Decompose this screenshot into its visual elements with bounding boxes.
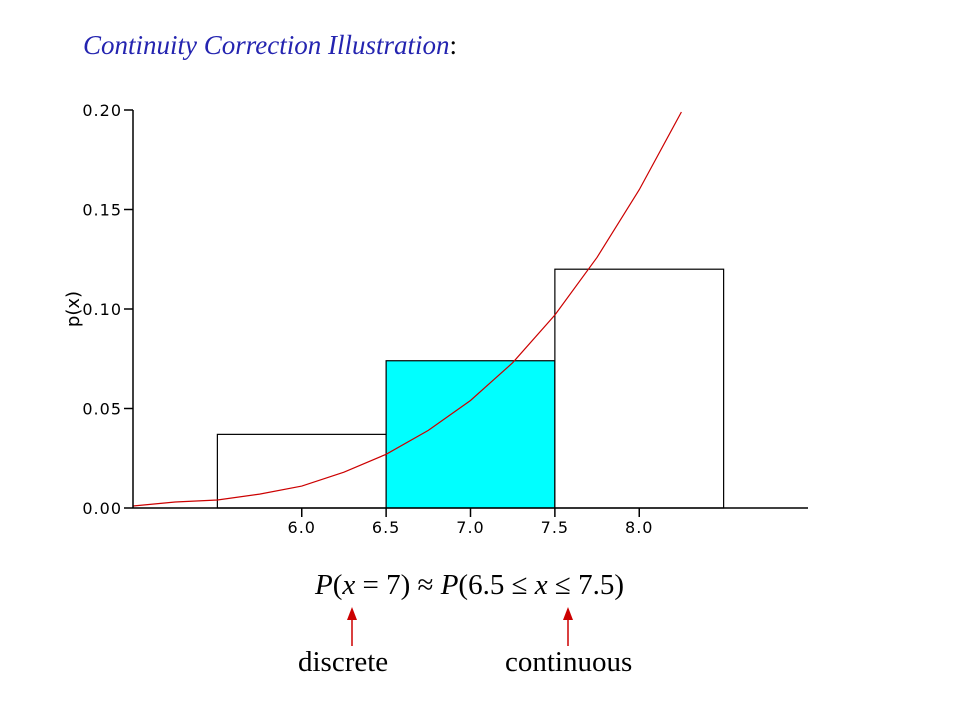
formula-rhs-p: P	[440, 569, 459, 601]
formula-lhs-x: x	[342, 569, 356, 601]
y-axis-label: p(x)	[63, 291, 84, 327]
x-tick-label: 6.0	[288, 518, 316, 537]
y-tick-label: 0.05	[82, 400, 122, 419]
formula-lhs-rest: = 7)	[355, 569, 411, 601]
bars-layer	[216, 268, 725, 509]
y-tick-label: 0.00	[82, 499, 122, 518]
title-colon: :	[449, 30, 458, 60]
density-curve	[132, 111, 682, 507]
continuous-arrow-head	[563, 607, 573, 620]
formula-rhs-open: (6.5	[458, 569, 512, 601]
formula-approx: ≈	[410, 569, 441, 601]
formula-lhs-p: P	[315, 569, 333, 601]
annotation-discrete: discrete	[298, 646, 389, 678]
x-tick-label: 8.0	[625, 518, 653, 537]
formula-rel-2: ≤	[554, 569, 571, 601]
y-tick-label: 0.15	[82, 201, 122, 220]
y-tick-label: 0.10	[82, 300, 122, 319]
x-tick-label: 7.0	[456, 518, 484, 537]
x-ticks-layer: 6.0 6.5 7.0 7.5 8.0	[288, 508, 653, 537]
bar-1	[385, 360, 556, 509]
formula-lhs-open: (	[332, 569, 343, 601]
chart-title: Continuity Correction Illustration:	[83, 30, 457, 61]
x-tick-label: 7.5	[541, 518, 569, 537]
annotation-continuous: continuous	[505, 646, 633, 678]
formula-rhs-close: 7.5)	[570, 569, 624, 601]
title-text: Continuity Correction Illustration	[83, 30, 450, 60]
y-ticks-layer: 0.00 0.05 0.10 0.15 0.20	[82, 101, 133, 518]
formula-rel-1: ≤	[511, 569, 528, 601]
discrete-arrow-head	[347, 607, 357, 620]
arrows-layer	[347, 607, 573, 646]
x-tick-label: 6.5	[372, 518, 400, 537]
curve-layer	[132, 111, 682, 507]
formula-rhs-x: x	[527, 569, 555, 601]
y-tick-label: 0.20	[82, 101, 122, 120]
bar-2	[554, 268, 725, 509]
formula: P(x = 7) ≈ P(6.5 ≤ x ≤ 7.5)	[315, 569, 624, 602]
